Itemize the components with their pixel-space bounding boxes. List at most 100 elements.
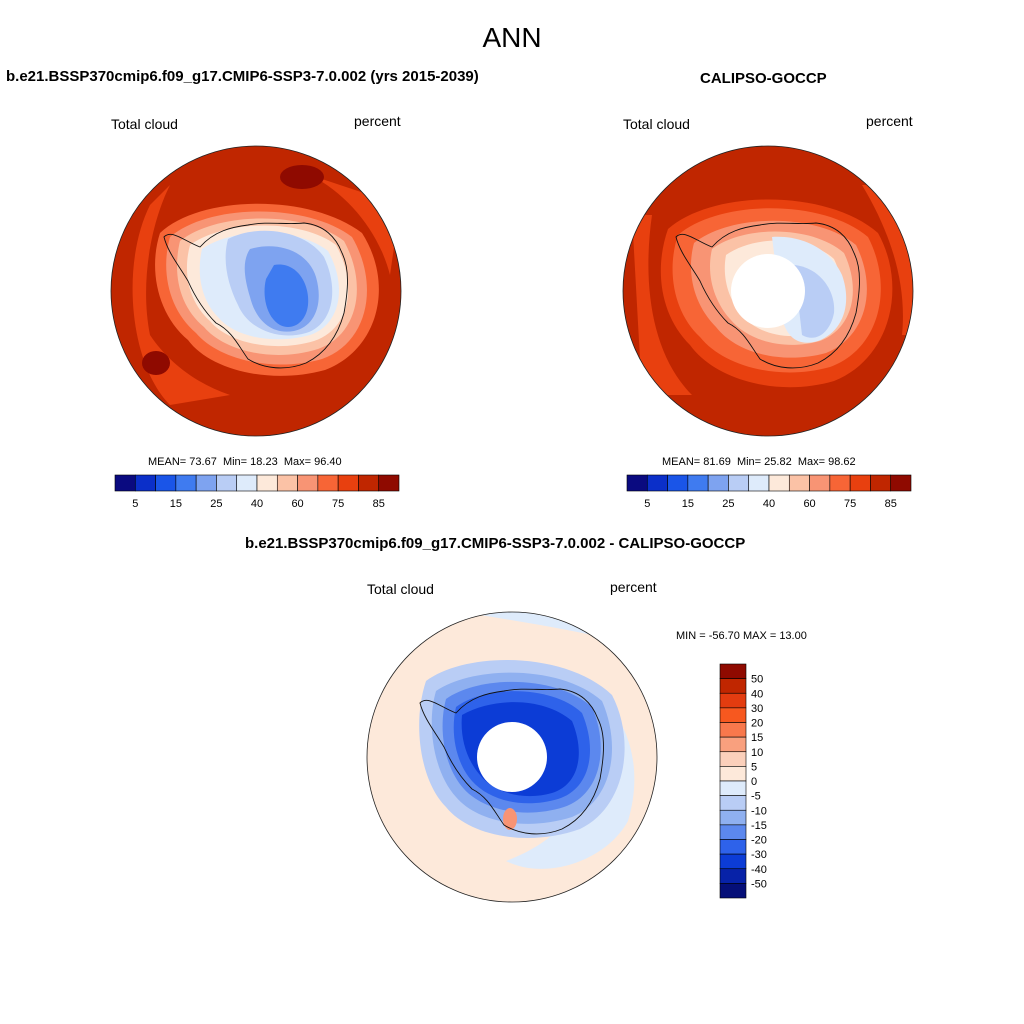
model-mean-value: 73.67 xyxy=(189,456,217,468)
obs-colorbar-box xyxy=(890,474,912,492)
diff-colorbar-tick-label: 0 xyxy=(751,776,757,788)
obs-map-border xyxy=(622,145,914,437)
model-colorbar-box xyxy=(134,474,156,492)
model-map-band xyxy=(132,185,230,405)
model-colorbar-box xyxy=(216,474,238,492)
model-map-max-patch xyxy=(142,351,170,375)
diff-colorbar-box xyxy=(719,795,747,811)
obs-colorbar-tick-label: 85 xyxy=(885,498,897,510)
model-map xyxy=(110,145,402,437)
obs-min-value: 25.82 xyxy=(764,456,792,468)
obs-colorbar-box xyxy=(687,474,709,492)
model-colorbar-box xyxy=(276,474,298,492)
diff-colorbar-tick-label: -5 xyxy=(751,791,761,803)
model-stats: MEAN= 73.67 Min= 18.23 Max= 96.40 xyxy=(148,456,342,468)
diff-colorbar-tick-label: -30 xyxy=(751,849,767,861)
model-colorbar-tick-label: 85 xyxy=(373,498,385,510)
diff-colorbar-box xyxy=(719,853,747,870)
obs-colorbar-box xyxy=(728,474,750,492)
model-variable-label: Total cloud xyxy=(111,116,178,132)
obs-colorbar-box xyxy=(707,474,729,492)
obs-colorbar-box xyxy=(849,474,871,492)
obs-map-band xyxy=(632,215,692,395)
model-map-border xyxy=(110,145,402,437)
diff-colorbar-box xyxy=(719,780,747,796)
diff-colorbar-box xyxy=(719,824,747,840)
diff-colorbar-box xyxy=(719,868,747,884)
diff-panel-title: b.e21.BSSP370cmip6.f09_g17.CMIP6-SSP3-7.… xyxy=(245,535,746,552)
diff-map-polar-gap xyxy=(477,722,547,792)
diff-colorbar-box xyxy=(719,766,747,782)
diff-colorbar-box xyxy=(719,751,747,767)
diff-colorbar-tick-label: -15 xyxy=(751,820,767,832)
obs-colorbar-box xyxy=(829,474,851,492)
model-colorbar-tick-label: 40 xyxy=(251,498,263,510)
obs-max-value: 98.62 xyxy=(828,456,856,468)
obs-map xyxy=(622,145,914,437)
model-colorbar-box xyxy=(358,474,380,492)
obs-colorbar-tick-label: 15 xyxy=(682,498,694,510)
diff-colorbar-box xyxy=(719,722,747,738)
model-colorbar-box xyxy=(297,474,319,492)
diff-colorbar-tick-label: 40 xyxy=(751,688,763,700)
obs-min-label: Min= xyxy=(736,456,762,468)
obs-colorbar-box xyxy=(788,474,810,492)
model-max-value: 96.40 xyxy=(314,456,342,468)
obs-colorbar-box xyxy=(646,474,668,492)
diff-colorbar-tick-label: -50 xyxy=(751,878,767,890)
model-colorbar-box xyxy=(337,474,359,492)
diff-colorbar-box xyxy=(719,663,747,679)
diff-colorbar-tick-label: 50 xyxy=(751,674,763,686)
diff-colorbar-tick-label: 5 xyxy=(751,761,757,773)
obs-map-polar-gap xyxy=(731,254,805,328)
model-colorbar-tick-label: 5 xyxy=(132,498,138,510)
obs-colorbar-box xyxy=(667,474,689,492)
model-max-label: Max= xyxy=(283,456,312,468)
obs-colorbar-tick-label: 75 xyxy=(844,498,856,510)
obs-colorbar-box xyxy=(748,474,770,492)
model-colorbar: 515254060758595 xyxy=(114,474,400,510)
diff-colorbar-tick-label: -10 xyxy=(751,805,767,817)
model-map-band xyxy=(264,264,309,327)
model-colorbar-box xyxy=(317,474,339,492)
model-colorbar-box xyxy=(195,474,217,492)
obs-colorbar-tick-label: 60 xyxy=(803,498,815,510)
diff-colorbar-tick-label: 20 xyxy=(751,718,763,730)
obs-colorbar: 515254060758595 xyxy=(626,474,912,510)
model-panel-title: b.e21.BSSP370cmip6.f09_g17.CMIP6-SSP3-7.… xyxy=(6,68,479,85)
obs-map-coastline xyxy=(675,222,860,369)
model-colorbar-box xyxy=(256,474,278,492)
diff-colorbar-tick-label: -40 xyxy=(751,864,767,876)
obs-mean-label: MEAN= xyxy=(662,456,701,468)
model-units-label: percent xyxy=(354,113,401,129)
diff-colorbar-box xyxy=(719,692,747,709)
obs-colorbar-tick-label: 40 xyxy=(763,498,775,510)
model-map-coastline xyxy=(163,222,348,369)
obs-panel-title: CALIPSO-GOCCP xyxy=(700,70,827,87)
diff-colorbar-box xyxy=(719,678,747,694)
model-colorbar-tick-label: 15 xyxy=(170,498,182,510)
model-colorbar-box xyxy=(378,474,400,492)
diff-colorbar-tick-label: 30 xyxy=(751,703,763,715)
diff-colorbar-box xyxy=(719,839,747,855)
model-mean-label: MEAN= xyxy=(148,456,187,468)
model-colorbar-box xyxy=(175,474,197,492)
model-map-max-patch xyxy=(280,165,324,189)
diff-colorbar-tick-label: -20 xyxy=(751,835,767,847)
model-colorbar-box xyxy=(114,474,136,492)
obs-colorbar-box xyxy=(809,474,831,492)
obs-units-label: percent xyxy=(866,113,913,129)
obs-colorbar-box xyxy=(626,474,648,492)
obs-stats: MEAN= 81.69 Min= 25.82 Max= 98.62 xyxy=(662,456,856,468)
main-title: ANN xyxy=(482,22,542,53)
obs-variable-label: Total cloud xyxy=(623,116,690,132)
model-min-label: Min= xyxy=(222,456,248,468)
obs-colorbar-tick-label: 25 xyxy=(722,498,734,510)
obs-colorbar-box xyxy=(768,474,790,492)
diff-colorbar-box xyxy=(719,707,747,723)
obs-colorbar-tick-label: 5 xyxy=(644,498,650,510)
model-colorbar-tick-label: 75 xyxy=(332,498,344,510)
diff-colorbar-box xyxy=(719,736,747,753)
diff-map-positive-patch xyxy=(503,808,517,830)
